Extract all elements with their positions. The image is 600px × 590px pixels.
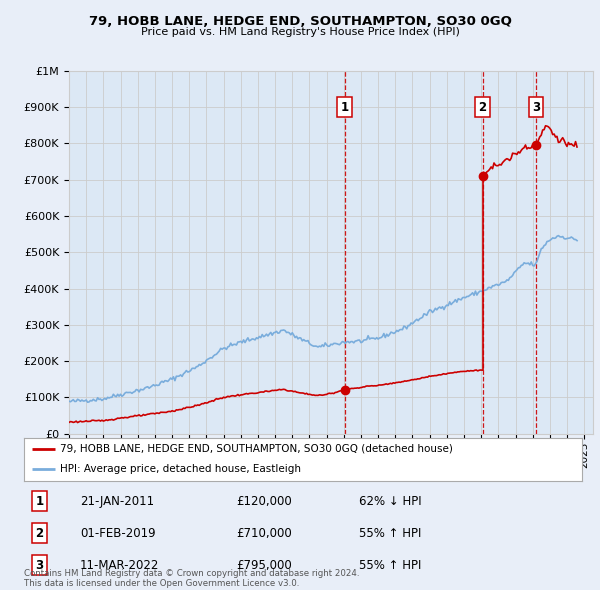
Text: 62% ↓ HPI: 62% ↓ HPI — [359, 495, 421, 508]
Text: £795,000: £795,000 — [236, 559, 292, 572]
Text: 1: 1 — [35, 495, 44, 508]
Text: 11-MAR-2022: 11-MAR-2022 — [80, 559, 159, 572]
Text: Price paid vs. HM Land Registry's House Price Index (HPI): Price paid vs. HM Land Registry's House … — [140, 28, 460, 37]
Text: 55% ↑ HPI: 55% ↑ HPI — [359, 559, 421, 572]
Text: 55% ↑ HPI: 55% ↑ HPI — [359, 527, 421, 540]
Text: 01-FEB-2019: 01-FEB-2019 — [80, 527, 155, 540]
Text: £710,000: £710,000 — [236, 527, 292, 540]
Text: 3: 3 — [35, 559, 44, 572]
Text: 79, HOBB LANE, HEDGE END, SOUTHAMPTON, SO30 0GQ: 79, HOBB LANE, HEDGE END, SOUTHAMPTON, S… — [89, 15, 511, 28]
Text: 2: 2 — [478, 100, 487, 114]
Text: 1: 1 — [341, 100, 349, 114]
Text: HPI: Average price, detached house, Eastleigh: HPI: Average price, detached house, East… — [60, 464, 301, 474]
Text: Contains HM Land Registry data © Crown copyright and database right 2024.
This d: Contains HM Land Registry data © Crown c… — [24, 569, 359, 588]
Text: 79, HOBB LANE, HEDGE END, SOUTHAMPTON, SO30 0GQ (detached house): 79, HOBB LANE, HEDGE END, SOUTHAMPTON, S… — [60, 444, 453, 454]
Text: £120,000: £120,000 — [236, 495, 292, 508]
Text: 3: 3 — [532, 100, 540, 114]
Text: 21-JAN-2011: 21-JAN-2011 — [80, 495, 154, 508]
Text: 2: 2 — [35, 527, 44, 540]
